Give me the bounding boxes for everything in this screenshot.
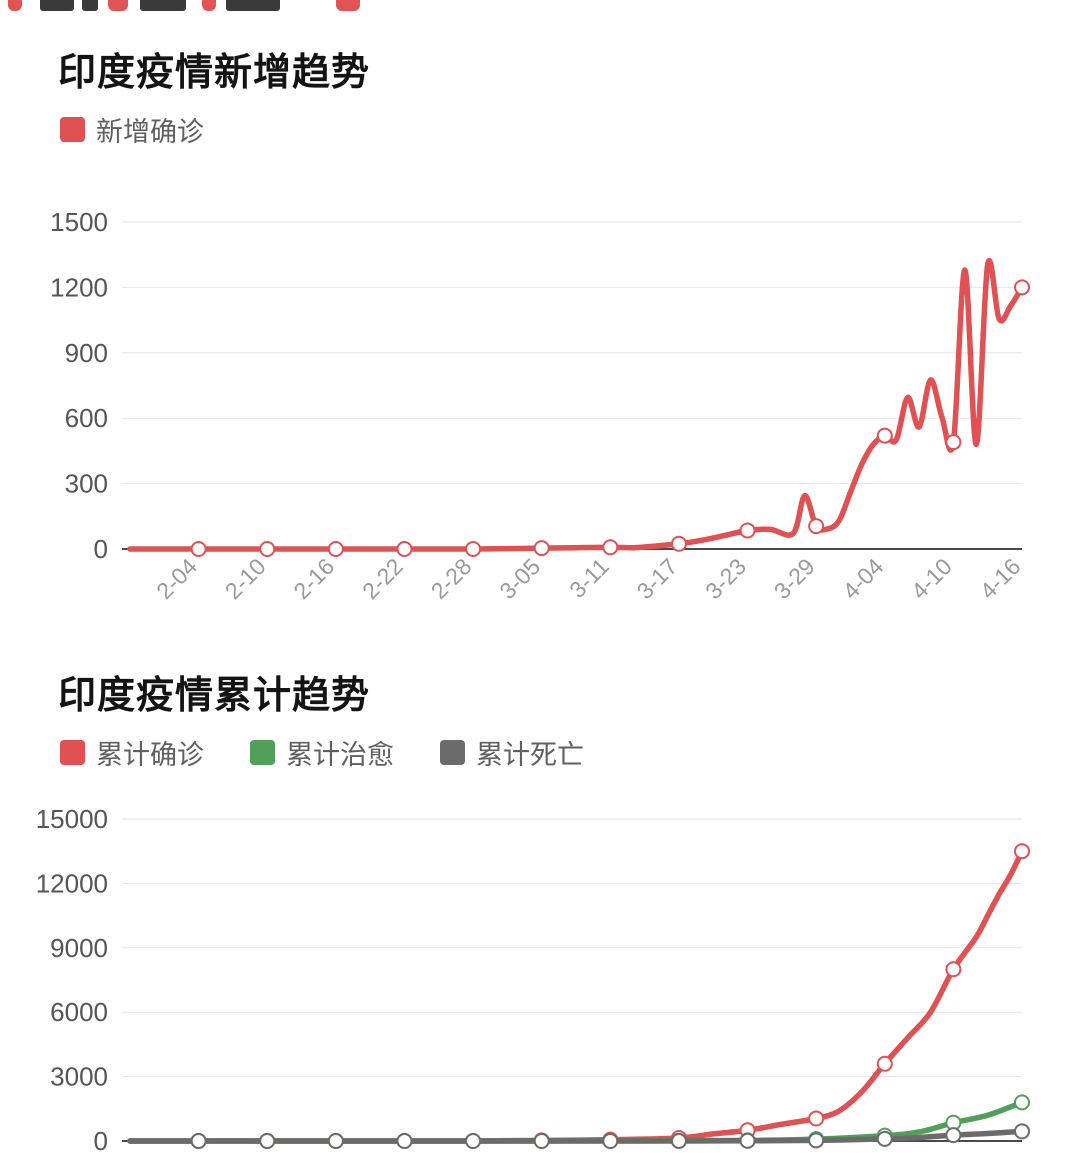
legend-item-0-0[interactable]: 新增确诊 <box>60 110 204 149</box>
data-point-marker <box>946 435 960 449</box>
y-axis-label: 0 <box>94 534 108 564</box>
data-point-marker <box>192 1134 206 1148</box>
x-axis-label: 4-10 <box>906 553 957 604</box>
cumulative-trend-canvas: 0 3000 6000 9000 12000 15000 <box>0 774 1080 1153</box>
series-line <box>130 260 1022 548</box>
data-point-marker <box>329 1134 343 1148</box>
y-axis-label: 0 <box>94 1126 108 1153</box>
data-point-marker <box>672 1134 686 1148</box>
y-axis-label: 9000 <box>50 933 108 963</box>
cropped-content-strip <box>0 0 420 12</box>
cumulative-trend-plot: 0 3000 6000 9000 12000 15000 <box>0 774 1080 1153</box>
data-point-marker <box>878 1132 892 1146</box>
x-axis-label: 4-16 <box>975 553 1026 604</box>
cropped-glyph-fragment <box>226 0 280 11</box>
data-point-marker <box>260 542 274 556</box>
y-axis-label: 12000 <box>36 868 108 898</box>
x-axis-label: 2-22 <box>357 553 408 604</box>
cropped-glyph-fragment <box>336 0 360 11</box>
legend-swatch-icon <box>440 740 465 765</box>
legend-label: 新增确诊 <box>96 110 204 149</box>
new-trend-chart-section: 印度疫情新增趋势 新增确诊 0 300 600 900 1200 1500 2-04 2-10… <box>0 0 1080 622</box>
legend-item-1-0[interactable]: 累计确诊 <box>60 733 204 772</box>
data-point-marker <box>946 962 960 976</box>
y-axis-label: 6000 <box>50 997 108 1027</box>
data-point-marker <box>192 542 206 556</box>
data-point-marker <box>260 1134 274 1148</box>
series-line <box>130 851 1022 1141</box>
cropped-glyph-fragment <box>202 0 216 11</box>
data-point-marker <box>603 1134 617 1148</box>
x-axis-label: 2-16 <box>288 553 339 604</box>
data-point-marker <box>741 1134 755 1148</box>
data-point-marker <box>741 523 755 537</box>
data-point-marker <box>809 1133 823 1147</box>
data-point-marker <box>946 1128 960 1142</box>
cropped-glyph-fragment <box>108 0 128 11</box>
cropped-glyph-fragment <box>8 0 22 11</box>
data-point-marker <box>1015 1124 1029 1138</box>
x-axis-label: 3-23 <box>700 553 751 604</box>
legend-label: 累计确诊 <box>96 733 204 772</box>
x-axis-label: 2-28 <box>426 553 477 604</box>
data-point-marker <box>878 1057 892 1071</box>
cropped-glyph-fragment <box>140 0 186 11</box>
data-point-marker <box>1015 844 1029 858</box>
x-axis-label: 2-10 <box>220 553 271 604</box>
y-axis-label: 1500 <box>50 207 108 237</box>
data-point-marker <box>603 540 617 554</box>
cumulative-trend-legend: 累计确诊累计治愈累计死亡 <box>60 736 1080 768</box>
data-point-marker <box>672 536 686 550</box>
data-point-marker <box>535 541 549 555</box>
cropped-glyph-fragment <box>40 0 74 11</box>
y-axis-label: 15000 <box>36 804 108 834</box>
x-axis-label: 3-17 <box>632 553 683 604</box>
x-axis-label: 3-11 <box>564 553 614 603</box>
data-point-marker <box>809 519 823 533</box>
data-point-marker <box>1015 1095 1029 1109</box>
cumulative-trend-title: 印度疫情累计趋势 <box>58 673 1080 721</box>
legend-item-1-1[interactable]: 累计治愈 <box>250 733 394 772</box>
data-point-marker <box>329 542 343 556</box>
new-trend-plot: 0 300 600 900 1200 1500 2-04 2-10 2-16 2-22 2-28 3-… <box>0 152 1080 622</box>
y-axis-label: 3000 <box>50 1062 108 1092</box>
legend-swatch-icon <box>60 117 85 142</box>
y-axis-label: 300 <box>65 468 108 498</box>
data-point-marker <box>466 1134 480 1148</box>
y-axis-label: 900 <box>65 337 108 367</box>
x-axis-label: 4-04 <box>837 553 888 604</box>
y-axis-label: 600 <box>65 403 108 433</box>
data-point-marker <box>878 428 892 442</box>
legend-label: 累计死亡 <box>476 733 584 772</box>
x-axis-label: 3-05 <box>494 553 545 604</box>
new-trend-title: 印度疫情新增趋势 <box>58 50 1080 98</box>
legend-swatch-icon <box>60 740 85 765</box>
data-point-marker <box>397 542 411 556</box>
new-trend-canvas: 0 300 600 900 1200 1500 2-04 2-10 2-16 2-22 2-28 3-… <box>0 152 1080 622</box>
data-point-marker <box>466 542 480 556</box>
y-axis-label: 1200 <box>50 272 108 302</box>
data-point-marker <box>397 1134 411 1148</box>
legend-label: 累计治愈 <box>286 733 394 772</box>
data-point-marker <box>1015 280 1029 294</box>
data-point-marker <box>535 1134 549 1148</box>
legend-swatch-icon <box>250 740 275 765</box>
data-point-marker <box>809 1111 823 1125</box>
legend-item-1-2[interactable]: 累计死亡 <box>440 733 584 772</box>
new-trend-legend: 新增确诊 <box>60 114 1080 146</box>
x-axis-label: 2-04 <box>151 553 202 604</box>
x-axis-label: 3-29 <box>769 553 820 604</box>
cropped-glyph-fragment <box>82 0 98 11</box>
